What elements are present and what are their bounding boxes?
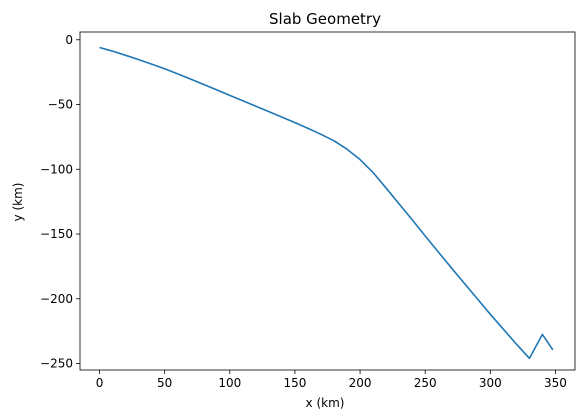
- x-axis: 0 50 100 150 200 250 300 350: [96, 370, 567, 390]
- x-tick-label: 350: [544, 376, 567, 390]
- plot-frame: [79, 31, 576, 371]
- x-axis-label: x (km): [306, 396, 345, 410]
- series-line-0: [99, 46, 554, 360]
- y-tick-label: −200: [40, 292, 73, 306]
- x-tick-label: 100: [218, 376, 241, 390]
- x-tick-label: 250: [414, 376, 437, 390]
- y-axis: 0 −50 −100 −150 −200 −250: [40, 33, 80, 371]
- x-tick-label: 50: [157, 376, 172, 390]
- plot-area: [79, 31, 576, 371]
- y-axis-label: y (km): [11, 183, 25, 222]
- x-tick-label: 150: [283, 376, 306, 390]
- y-tick-label: −100: [40, 162, 73, 176]
- x-tick-label: 200: [349, 376, 372, 390]
- x-tick-label: 0: [96, 376, 104, 390]
- chart-title: Slab Geometry: [269, 10, 381, 28]
- x-tick-label: 300: [479, 376, 502, 390]
- y-tick-label: −250: [40, 357, 73, 371]
- y-tick-label: −150: [40, 227, 73, 241]
- y-tick-label: 0: [65, 33, 73, 47]
- y-tick-label: −50: [48, 98, 73, 112]
